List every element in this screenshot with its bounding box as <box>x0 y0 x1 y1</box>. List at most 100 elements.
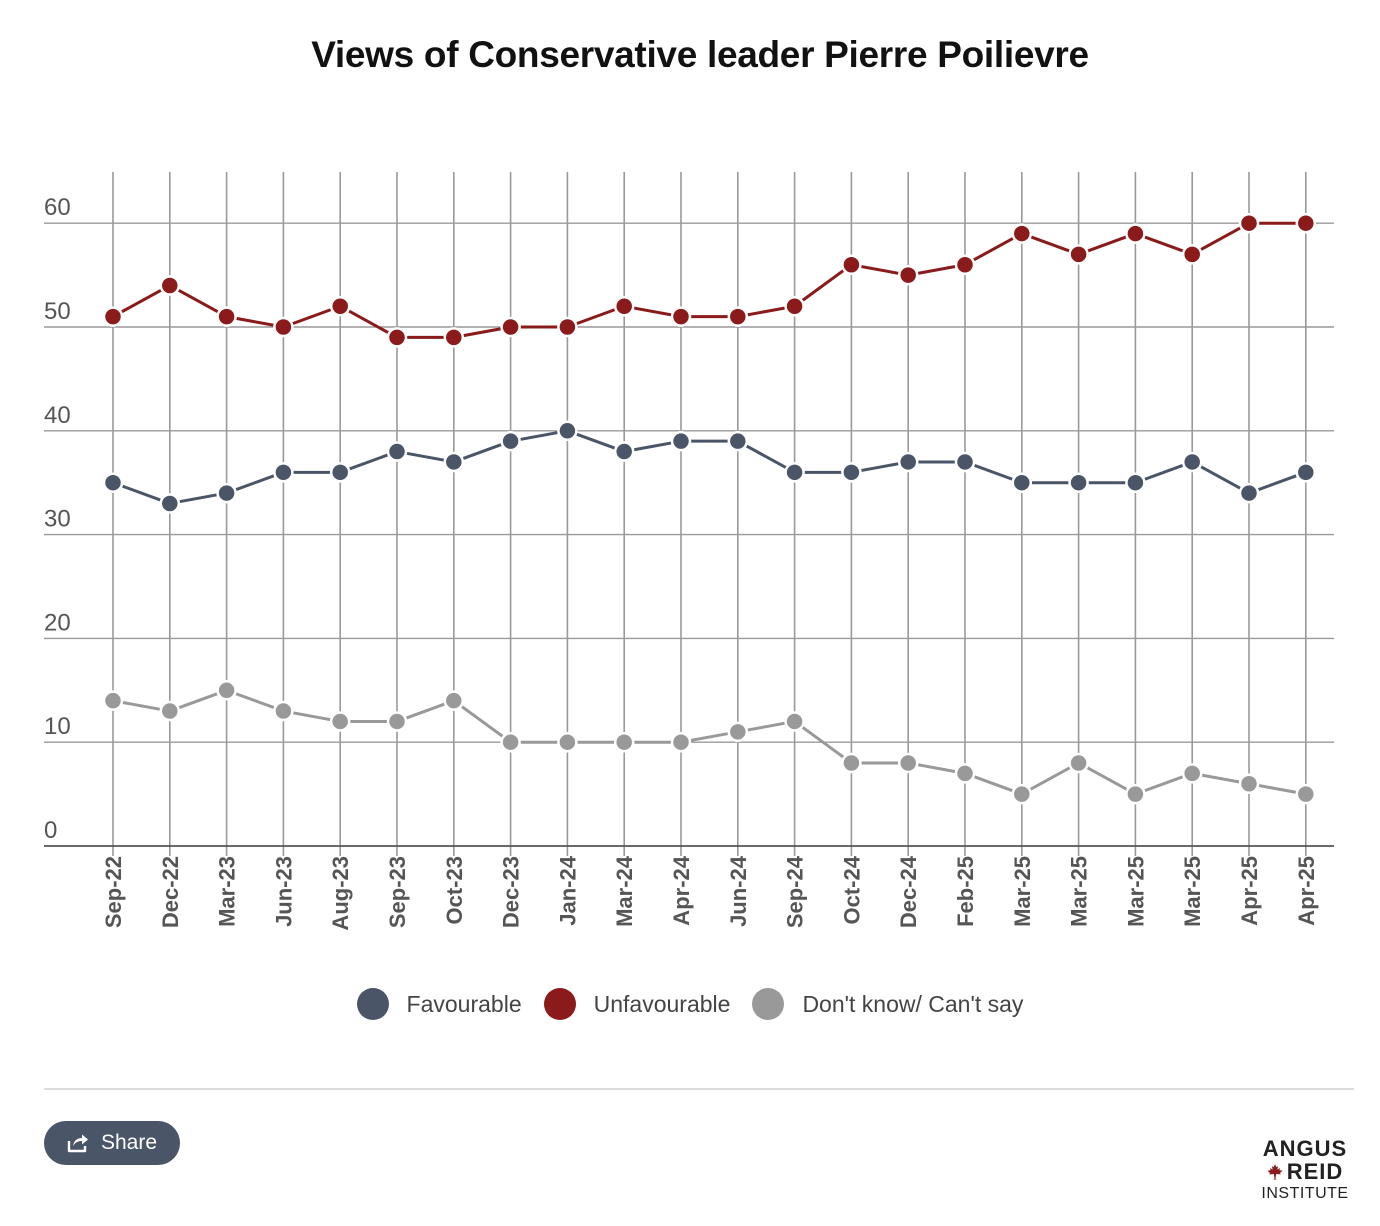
data-point[interactable] <box>1295 783 1317 805</box>
legend-label: Unfavourable <box>593 990 731 1017</box>
data-point[interactable] <box>500 316 521 338</box>
data-point[interactable] <box>216 482 237 504</box>
data-point[interactable] <box>670 430 692 452</box>
data-point[interactable] <box>1068 472 1089 493</box>
data-point[interactable] <box>1011 223 1033 244</box>
data-point[interactable] <box>954 451 976 473</box>
data-point[interactable] <box>841 752 862 774</box>
logo-text-angus: ANGUS <box>1262 1136 1348 1161</box>
x-tick-label: Mar-25 <box>1180 856 1205 927</box>
legend-swatch <box>356 988 389 1020</box>
data-point[interactable] <box>784 711 805 732</box>
data-point[interactable] <box>386 711 408 732</box>
legend: Favourable Unfavourable Don't know/ Can't … <box>0 988 1380 1020</box>
x-tick-label: Apr-25 <box>1237 856 1262 926</box>
x-tick-label: Oct-24 <box>839 855 864 924</box>
legend-item[interactable]: Favourable <box>356 988 522 1020</box>
series-lines <box>112 221 1307 796</box>
data-point[interactable] <box>1238 482 1260 504</box>
data-point[interactable] <box>1011 472 1033 493</box>
data-point[interactable] <box>897 752 919 774</box>
x-tick-label: Jan-24 <box>555 855 580 925</box>
chart-title: Views of Conservative leader Pierre Poil… <box>311 34 1089 75</box>
data-point[interactable] <box>159 493 181 514</box>
data-point[interactable] <box>386 441 408 462</box>
data-point[interactable] <box>613 441 635 462</box>
data-point[interactable] <box>1181 244 1203 265</box>
data-point[interactable] <box>1295 462 1317 483</box>
x-tick-label: Mar-23 <box>215 856 240 927</box>
data-point[interactable] <box>273 316 294 338</box>
data-point[interactable] <box>1011 783 1033 805</box>
x-tick-label: Dec-24 <box>896 855 921 928</box>
data-point[interactable] <box>273 462 294 483</box>
data-point[interactable] <box>557 316 578 338</box>
y-tick-label: 10 <box>44 713 71 740</box>
data-point[interactable] <box>841 254 862 275</box>
data-point[interactable] <box>1068 244 1089 265</box>
data-point[interactable] <box>1238 773 1260 794</box>
data-point[interactable] <box>216 306 237 327</box>
data-point[interactable] <box>216 680 237 701</box>
data-point[interactable] <box>159 700 181 722</box>
vertical-gridlines <box>112 172 1307 856</box>
x-tick-label: Apr-24 <box>669 855 694 925</box>
data-point[interactable] <box>500 430 521 452</box>
angus-reid-logo: ANGUS REID INSTITUTE <box>1250 1138 1360 1204</box>
x-axis-tick-labels: Sep-22 Dec-22 Mar-23 Jun-23 Aug-23 Sep-23 Oct-… <box>101 855 1319 930</box>
data-point[interactable] <box>102 306 124 327</box>
data-point[interactable] <box>102 472 124 493</box>
data-point[interactable] <box>329 711 351 732</box>
x-tick-label: Jun-24 <box>726 855 751 927</box>
data-point[interactable] <box>613 731 635 753</box>
data-point[interactable] <box>1295 212 1317 234</box>
data-point[interactable] <box>670 731 692 753</box>
data-point[interactable] <box>670 306 692 327</box>
data-point[interactable] <box>329 295 351 317</box>
x-tick-label: Dec-22 <box>158 856 183 928</box>
data-point[interactable] <box>954 254 976 275</box>
data-point[interactable] <box>727 721 749 743</box>
data-point[interactable] <box>897 451 919 473</box>
data-point[interactable] <box>159 275 181 296</box>
x-tick-label: Sep-22 <box>101 856 126 928</box>
data-point[interactable] <box>841 462 862 483</box>
share-button[interactable]: Share <box>44 1121 180 1165</box>
x-tick-label: Dec-23 <box>499 856 524 928</box>
x-tick-label: Aug-23 <box>328 856 353 931</box>
data-point[interactable] <box>443 690 465 711</box>
data-point[interactable] <box>727 430 749 452</box>
x-tick-label: Mar-24 <box>612 855 637 927</box>
data-point[interactable] <box>1181 451 1203 473</box>
data-point[interactable] <box>897 264 919 286</box>
data-point[interactable] <box>727 306 749 327</box>
data-point[interactable] <box>613 295 635 317</box>
x-tick-label: Mar-25 <box>1010 856 1035 927</box>
data-point[interactable] <box>954 763 976 784</box>
data-point[interactable] <box>500 731 521 753</box>
line-chart: 0 10 20 30 40 50 60 Sep-22 Dec-22 Mar-23 Jun-23 Au… <box>44 172 1334 931</box>
data-point[interactable] <box>1181 763 1203 784</box>
legend-item[interactable]: Unfavourable <box>543 988 731 1020</box>
data-point[interactable] <box>1125 783 1146 805</box>
data-point[interactable] <box>386 327 408 348</box>
data-point[interactable] <box>557 420 578 442</box>
logo-text-reid: REID <box>1286 1159 1344 1184</box>
series-line <box>112 429 1307 505</box>
data-point[interactable] <box>557 731 578 753</box>
series-points <box>102 212 1317 805</box>
data-point[interactable] <box>1125 472 1146 493</box>
share-label: Share <box>100 1131 158 1154</box>
data-point[interactable] <box>329 462 351 483</box>
data-point[interactable] <box>443 327 465 348</box>
data-point[interactable] <box>1068 752 1089 774</box>
data-point[interactable] <box>102 690 124 711</box>
legend-item[interactable]: Don't know/ Can't say <box>752 988 1023 1020</box>
y-axis-tick-labels: 0 10 20 30 40 50 60 <box>44 194 71 844</box>
data-point[interactable] <box>273 700 294 722</box>
data-point[interactable] <box>1238 212 1260 234</box>
data-point[interactable] <box>784 462 805 483</box>
data-point[interactable] <box>784 295 805 317</box>
data-point[interactable] <box>1125 223 1146 244</box>
data-point[interactable] <box>443 451 465 473</box>
